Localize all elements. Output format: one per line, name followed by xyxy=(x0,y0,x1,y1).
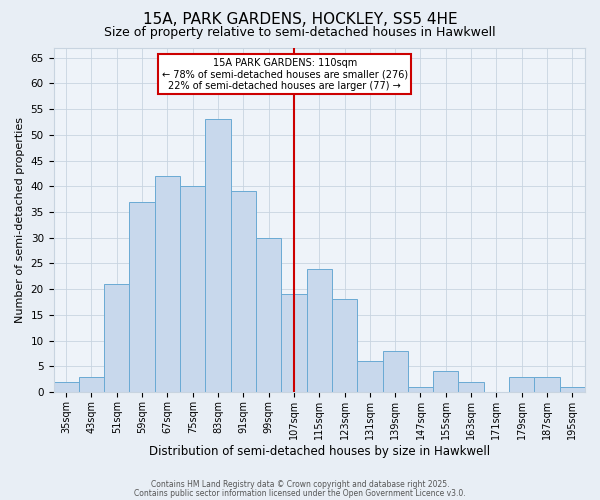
Bar xyxy=(509,376,535,392)
Bar xyxy=(230,192,256,392)
Bar xyxy=(535,376,560,392)
Bar xyxy=(104,284,130,392)
Bar xyxy=(433,372,458,392)
Bar xyxy=(205,120,230,392)
Bar xyxy=(357,361,383,392)
Bar xyxy=(180,186,205,392)
Text: 15A PARK GARDENS: 110sqm
← 78% of semi-detached houses are smaller (276)
22% of : 15A PARK GARDENS: 110sqm ← 78% of semi-d… xyxy=(161,58,408,91)
Text: 15A, PARK GARDENS, HOCKLEY, SS5 4HE: 15A, PARK GARDENS, HOCKLEY, SS5 4HE xyxy=(143,12,457,28)
Bar xyxy=(53,382,79,392)
Bar xyxy=(332,300,357,392)
Bar xyxy=(281,294,307,392)
Bar xyxy=(560,387,585,392)
Text: Contains HM Land Registry data © Crown copyright and database right 2025.: Contains HM Land Registry data © Crown c… xyxy=(151,480,449,489)
Bar xyxy=(79,376,104,392)
Text: Contains public sector information licensed under the Open Government Licence v3: Contains public sector information licen… xyxy=(134,488,466,498)
Bar xyxy=(408,387,433,392)
Bar xyxy=(256,238,281,392)
Y-axis label: Number of semi-detached properties: Number of semi-detached properties xyxy=(15,116,25,322)
Bar xyxy=(383,351,408,392)
Bar xyxy=(307,268,332,392)
Bar xyxy=(458,382,484,392)
Bar xyxy=(155,176,180,392)
Text: Size of property relative to semi-detached houses in Hawkwell: Size of property relative to semi-detach… xyxy=(104,26,496,39)
X-axis label: Distribution of semi-detached houses by size in Hawkwell: Distribution of semi-detached houses by … xyxy=(149,444,490,458)
Bar xyxy=(130,202,155,392)
